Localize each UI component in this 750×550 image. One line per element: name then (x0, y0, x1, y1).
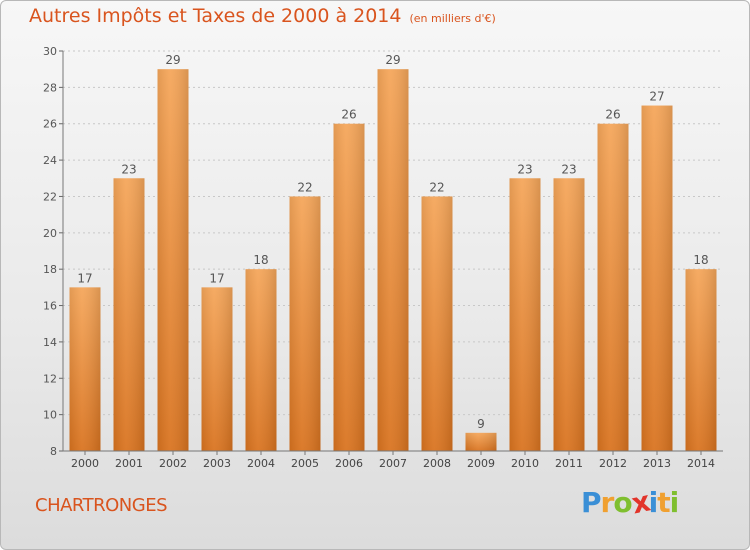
y-tick-label: 12 (43, 372, 57, 385)
data-label: 23 (561, 162, 576, 176)
x-tick-label: 2009 (467, 457, 495, 470)
bar-shade (553, 178, 585, 452)
chart-subtitle: (en milliers d'€) (409, 12, 496, 25)
y-tick-label: 20 (43, 227, 57, 240)
x-tick-label: 2004 (247, 457, 275, 470)
data-label: 22 (297, 180, 312, 194)
data-label: 27 (649, 90, 664, 104)
bar-shade (289, 196, 321, 451)
proxiti-logo: Proxiti (581, 485, 680, 521)
x-tick-label: 2006 (335, 457, 363, 470)
x-tick-label: 2013 (643, 457, 671, 470)
logo-letter: i (669, 486, 680, 519)
data-label: 23 (517, 162, 532, 176)
y-tick-label: 30 (43, 45, 57, 58)
y-tick-label: 10 (43, 409, 57, 422)
x-tick-label: 2011 (555, 457, 583, 470)
y-axis: 8 10 12 14 16 18 20 22 24 26 28 30 (43, 45, 64, 458)
bar-shade (333, 123, 365, 452)
bar-shade (157, 69, 189, 451)
data-label: 29 (385, 53, 400, 67)
data-label: 26 (341, 108, 356, 122)
chart-title: Autres Impôts et Taxes de 2000 à 2014 (29, 5, 402, 27)
data-label: 17 (209, 271, 224, 285)
x-tick-label: 2003 (203, 457, 231, 470)
y-tick-label: 22 (43, 190, 57, 203)
bar-shade (113, 178, 145, 452)
x-tick-label: 2000 (71, 457, 99, 470)
logo-letter: P (581, 486, 602, 519)
data-label: 23 (121, 162, 136, 176)
data-labels: 17 23 29 17 18 22 26 29 22 9 23 23 26 27 18 (77, 53, 708, 431)
logo-letter: o (613, 486, 632, 519)
logo-letter: r (600, 486, 615, 519)
bar-shade (377, 69, 409, 451)
bar-shade (509, 178, 541, 452)
data-label: 29 (165, 53, 180, 67)
bars (69, 69, 717, 452)
y-tick-label: 28 (43, 81, 57, 94)
logo-letter: t (657, 486, 670, 519)
x-axis: 2000 2001 2002 2003 2004 2005 2006 2007 2008 2009… (63, 450, 723, 470)
x-tick-label: 2001 (115, 457, 143, 470)
y-tick-label: 8 (50, 445, 57, 458)
bar-shade (597, 123, 629, 452)
y-tick-label: 26 (43, 118, 57, 131)
x-tick-label: 2005 (291, 457, 319, 470)
data-label: 9 (477, 417, 485, 431)
y-tick-label: 18 (43, 263, 57, 276)
chart-title-block: Autres Impôts et Taxes de 2000 à 2014 (e… (29, 5, 496, 27)
x-tick-label: 2014 (687, 457, 715, 470)
x-tick-label: 2007 (379, 457, 407, 470)
data-label: 18 (253, 253, 268, 267)
bar-shade (685, 269, 717, 451)
data-label: 17 (77, 271, 92, 285)
data-label: 26 (605, 108, 620, 122)
bar-shade (201, 287, 233, 451)
x-tick-label: 2010 (511, 457, 539, 470)
logo-letter: i (648, 486, 659, 519)
x-tick-label: 2008 (423, 457, 451, 470)
commune-name: CHARTRONGES (35, 495, 168, 516)
bar-shade (641, 105, 673, 451)
bar-shade (69, 287, 101, 451)
data-label: 18 (693, 253, 708, 267)
data-label: 22 (429, 180, 444, 194)
y-tick-label: 24 (43, 154, 57, 167)
x-tick-label: 2002 (159, 457, 187, 470)
y-tick-label: 14 (43, 336, 57, 349)
bar-shade (465, 432, 497, 451)
y-tick-label: 16 (43, 300, 57, 313)
bar-shade (421, 196, 453, 451)
bar-shade (245, 269, 277, 451)
x-tick-label: 2012 (599, 457, 627, 470)
